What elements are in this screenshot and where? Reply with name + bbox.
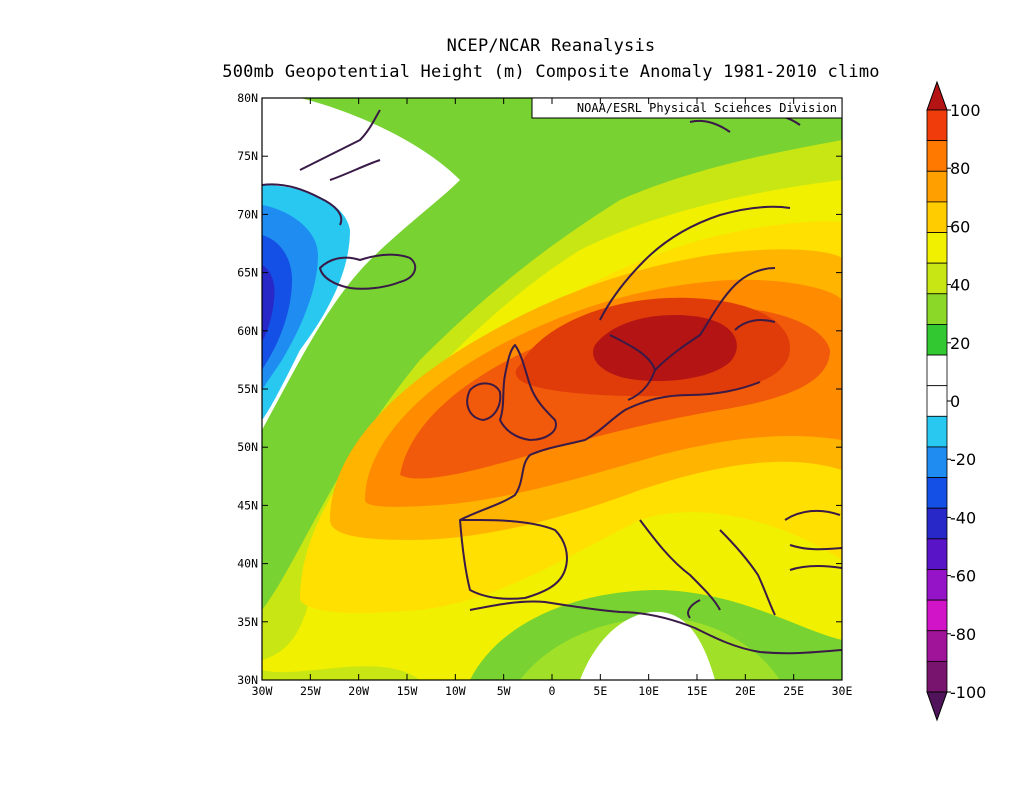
x-tick-label: 15E xyxy=(687,684,708,698)
x-tick-label: 10W xyxy=(445,684,466,698)
coast-sweden-finland xyxy=(654,267,776,371)
coast-ireland xyxy=(466,382,502,421)
colorbar-segment xyxy=(926,232,948,264)
x-tick-label: 30E xyxy=(832,684,853,698)
colorbar-segment xyxy=(926,538,948,570)
credit-box: NOAA/ESRL Physical Sciences Division xyxy=(531,97,843,119)
colorbar-segment xyxy=(926,630,948,662)
colorbar-segment xyxy=(926,262,948,295)
x-tick-label: 30W xyxy=(252,684,273,698)
x-tick-label: 5E xyxy=(593,684,607,698)
coastlines xyxy=(262,109,842,655)
coast-italy xyxy=(639,519,721,619)
x-tick-label: 0 xyxy=(549,684,556,698)
y-tick-label: 80N xyxy=(237,91,258,105)
colorbar-segment xyxy=(926,354,948,387)
y-tick-label: 45N xyxy=(237,498,258,512)
contour-green-north xyxy=(440,98,560,190)
colorbar-label: 80 xyxy=(950,159,970,178)
x-tick-label: 25E xyxy=(783,684,804,698)
colorbar-segment xyxy=(926,477,948,509)
colorbar-segment xyxy=(926,660,948,693)
colorbar-segment xyxy=(926,109,948,142)
colorbar-label: -80 xyxy=(950,625,976,644)
contour-blue xyxy=(262,235,292,370)
colorbar-segment xyxy=(926,324,948,356)
colorbar-segment xyxy=(926,507,948,540)
colorbar-segment xyxy=(926,385,948,417)
coast-north-africa xyxy=(469,600,842,655)
x-tick-label: 10E xyxy=(638,684,659,698)
coast-britain xyxy=(499,344,557,441)
colorbar-segment xyxy=(926,140,948,172)
contour-zero-white xyxy=(262,98,460,430)
colorbar-label: -40 xyxy=(950,508,976,527)
x-axis-ticks: 30W 25W 20W 15W 10W 5W 0 5E 10E 15E 20E 25E 30E xyxy=(252,98,853,698)
y-tick-label: 30N xyxy=(237,673,258,687)
colorbar xyxy=(926,80,948,722)
y-tick-label: 50N xyxy=(237,440,258,454)
credit-label: NOAA/ESRL Physical Sciences Division xyxy=(577,101,837,115)
chart-title-line2: 500mb Geopotential Height (m) Composite … xyxy=(222,62,880,82)
y-tick-label: 55N xyxy=(237,382,258,396)
coast-turkey xyxy=(789,564,842,571)
chart-title-line1: NCEP/NCAR Reanalysis xyxy=(446,36,656,56)
coast-balkans xyxy=(719,529,776,616)
colorbar-segment xyxy=(926,201,948,233)
y-tick-label: 60N xyxy=(237,324,258,338)
colorbar-segment xyxy=(926,446,948,478)
colorbar-label: 40 xyxy=(950,276,970,295)
colorbar-label: 100 xyxy=(950,101,981,120)
contour-zero-south xyxy=(580,611,715,680)
colorbar-label: -20 xyxy=(950,450,976,469)
y-axis-ticks: 30N 35N 40N 45N 50N 55N 60N 65N 70N 75N 80N xyxy=(237,91,842,687)
credit-background xyxy=(531,97,843,119)
colorbar-labels: 100 80 60 40 20 0 -20 -40 -60 -80 -100 xyxy=(947,101,986,702)
colorbar-label: -100 xyxy=(950,683,986,702)
colorbar-label: 20 xyxy=(950,334,970,353)
colorbar-segment xyxy=(926,599,948,632)
coast-greenland xyxy=(262,109,381,226)
x-tick-label: 15W xyxy=(397,684,418,698)
y-tick-label: 70N xyxy=(237,207,258,221)
colorbar-max-arrow xyxy=(926,80,948,111)
coast-europe xyxy=(459,381,761,521)
y-tick-label: 75N xyxy=(237,149,258,163)
anomaly-field xyxy=(262,98,842,680)
x-tick-label: 25W xyxy=(300,684,321,698)
y-tick-label: 35N xyxy=(237,615,258,629)
x-tick-label: 20W xyxy=(348,684,369,698)
colorbar-segment xyxy=(926,170,948,203)
colorbar-segment xyxy=(926,293,948,325)
colorbar-label: 0 xyxy=(950,392,960,411)
colorbar-label: 60 xyxy=(950,217,970,236)
colorbar-label: -60 xyxy=(950,567,976,586)
coast-iberia xyxy=(459,519,568,600)
coast-black-sea xyxy=(784,509,842,551)
y-tick-label: 65N xyxy=(237,266,258,280)
contour-dark-red xyxy=(593,315,737,382)
colorbar-segment xyxy=(926,569,948,601)
colorbar-min-arrow xyxy=(926,691,948,722)
x-tick-label: 5W xyxy=(497,684,511,698)
colorbar-segment xyxy=(926,415,948,448)
x-tick-label: 20E xyxy=(735,684,756,698)
coast-iceland xyxy=(319,253,417,290)
y-tick-label: 40N xyxy=(237,557,258,571)
contour-deep-blue xyxy=(262,265,275,342)
